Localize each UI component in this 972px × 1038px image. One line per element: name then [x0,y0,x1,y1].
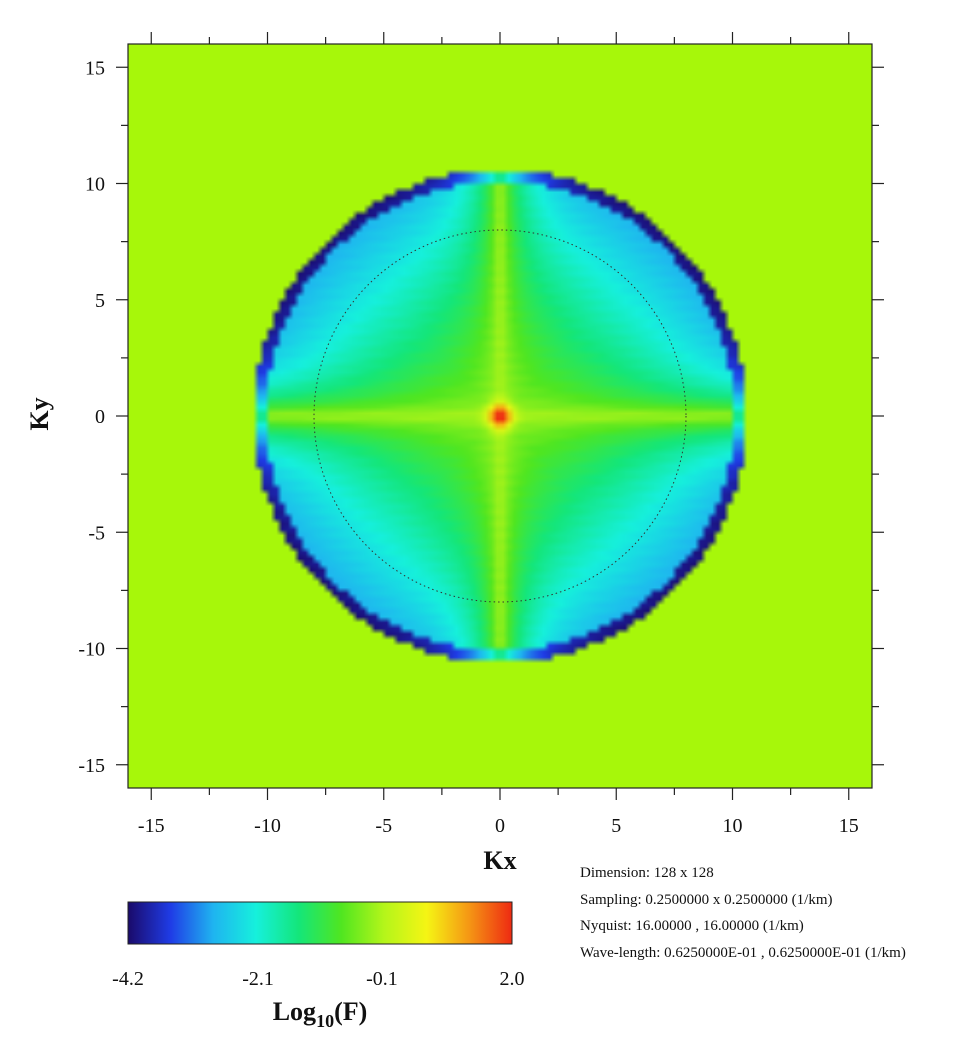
x-tick-label: 10 [723,815,743,837]
axis-ticks [116,32,884,800]
colorbar-title: Log10(F) [273,997,368,1031]
y-tick-label: 10 [85,174,105,196]
colorbar-tick-labels: -4.2 -2.1 -0.1 2.0 [112,968,524,990]
x-tick-label: -15 [138,815,165,837]
y-tick-label: 5 [95,290,105,312]
heatmap-image [128,44,872,788]
colorbar-tick-label: -4.2 [112,968,144,990]
x-tick-label: 5 [611,815,621,837]
colorbar-tick-label: -0.1 [366,968,398,990]
nyquist-text: Nyquist: 16.00000 , 16.00000 (1/km) [580,918,804,934]
x-tick-label: 0 [495,815,505,837]
grid-info-panel: Dimension: 128 x 128 Sampling: 0.2500000… [580,860,972,966]
colorbar-tick-label: -2.1 [242,968,274,990]
dimension-text: Dimension: 128 x 128 [580,865,714,881]
wavelength-text: Wave-length: 0.6250000E-01 , 0.6250000E-… [580,944,906,961]
y-tick-label: 15 [85,57,105,79]
plot-area [127,43,873,789]
reference-circle [313,229,687,603]
colorbar: -4.2 -2.1 -0.1 2.0 Log10(F) [112,901,525,1031]
y-tick-label: -10 [78,639,105,661]
y-tick-label: 0 [95,406,105,428]
y-tick-label: -5 [88,522,105,544]
colorbar-gradient [127,901,513,945]
y-tick-label: -15 [78,755,105,777]
x-tick-label: -10 [254,815,281,837]
axis-tick-labels: -15 -10 -5 0 5 10 15 15 10 5 0 -5 -10 -15 [78,57,858,837]
y-axis-title: Ky [25,397,54,430]
colorbar-tick-label: 2.0 [500,968,525,990]
x-tick-label: 15 [839,815,859,837]
x-tick-label: -5 [375,815,392,837]
sampling-text: Sampling: 0.2500000 x 0.2500000 (1/km) [580,891,833,908]
x-axis-title: Kx [483,846,516,875]
